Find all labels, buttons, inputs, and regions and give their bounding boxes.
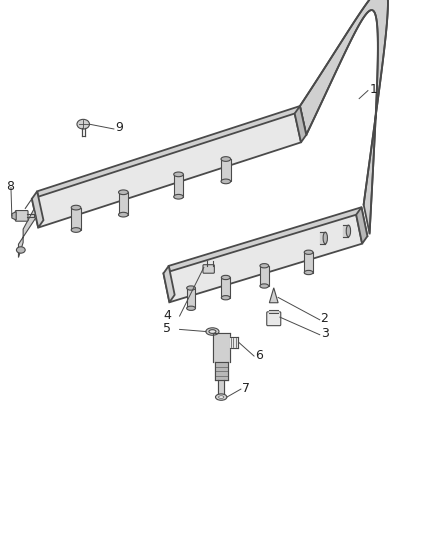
- Ellipse shape: [119, 212, 128, 217]
- Polygon shape: [37, 106, 306, 220]
- Polygon shape: [260, 266, 268, 286]
- FancyBboxPatch shape: [15, 211, 28, 221]
- Ellipse shape: [174, 195, 184, 199]
- Ellipse shape: [304, 270, 313, 274]
- Ellipse shape: [209, 329, 216, 334]
- Text: 8: 8: [6, 180, 14, 192]
- Polygon shape: [163, 215, 362, 302]
- Text: 2: 2: [321, 312, 328, 325]
- Ellipse shape: [219, 395, 224, 399]
- Text: 7: 7: [242, 382, 250, 395]
- FancyBboxPatch shape: [267, 312, 281, 326]
- Ellipse shape: [206, 328, 219, 335]
- Polygon shape: [269, 288, 278, 303]
- Ellipse shape: [304, 250, 313, 254]
- Polygon shape: [221, 278, 230, 298]
- Ellipse shape: [221, 296, 230, 300]
- Ellipse shape: [119, 190, 128, 195]
- FancyBboxPatch shape: [203, 265, 214, 273]
- Polygon shape: [32, 114, 301, 228]
- Ellipse shape: [71, 205, 81, 210]
- Polygon shape: [174, 174, 184, 197]
- Polygon shape: [32, 191, 43, 228]
- Ellipse shape: [187, 306, 195, 310]
- Polygon shape: [356, 207, 367, 244]
- Polygon shape: [304, 252, 313, 272]
- Ellipse shape: [174, 172, 184, 177]
- Polygon shape: [71, 208, 81, 230]
- Ellipse shape: [260, 284, 268, 288]
- Polygon shape: [221, 159, 231, 181]
- Polygon shape: [18, 209, 36, 257]
- Polygon shape: [295, 106, 306, 142]
- Text: 6: 6: [255, 349, 263, 362]
- Ellipse shape: [221, 157, 231, 161]
- Ellipse shape: [323, 232, 328, 244]
- Ellipse shape: [221, 179, 231, 184]
- Ellipse shape: [221, 276, 230, 280]
- Ellipse shape: [260, 264, 268, 268]
- Ellipse shape: [71, 228, 81, 232]
- Polygon shape: [300, 0, 388, 233]
- Text: 3: 3: [321, 327, 328, 340]
- Polygon shape: [187, 288, 195, 308]
- Polygon shape: [12, 212, 16, 220]
- Polygon shape: [163, 266, 175, 302]
- Text: 5: 5: [163, 322, 171, 335]
- Text: 1: 1: [370, 83, 378, 95]
- Ellipse shape: [77, 119, 89, 129]
- Text: 9: 9: [115, 122, 123, 134]
- Ellipse shape: [187, 286, 195, 290]
- Polygon shape: [169, 207, 367, 295]
- Text: 4: 4: [163, 309, 171, 322]
- Polygon shape: [119, 192, 128, 215]
- Ellipse shape: [215, 394, 227, 400]
- Ellipse shape: [17, 247, 25, 253]
- Ellipse shape: [346, 225, 350, 237]
